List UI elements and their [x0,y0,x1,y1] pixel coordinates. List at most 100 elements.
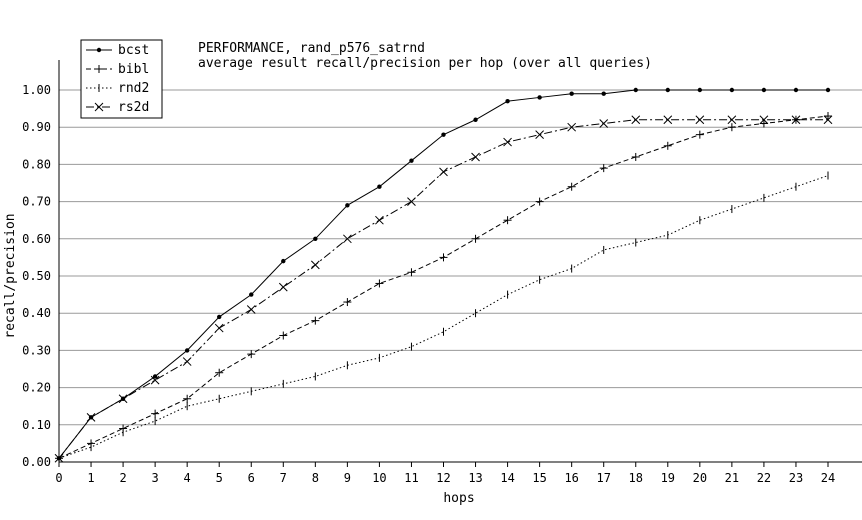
marker-dot [633,87,638,93]
x-tick-label: 18 [629,471,643,485]
legend-swatch-marker [94,102,104,112]
data-point-bibl [631,152,640,161]
marker-dot [665,87,670,93]
data-point-rs2d [439,167,448,177]
data-point-bcst [377,184,382,189]
data-point-bibl [727,123,736,132]
legend: bcst bibl rnd2 rs2d [80,39,163,119]
marker-dot [729,87,735,93]
x-axis-label: hops [443,491,474,506]
chart-subtitle: average result recall/precision per hop … [198,56,652,71]
data-point-bibl [503,216,512,225]
marker-cross-b [94,102,104,112]
marker-cross-b [86,413,96,422]
marker-cross-b [54,453,64,463]
series-layer [54,87,833,463]
data-point-bcst [281,258,286,264]
data-point-bibl [279,331,288,340]
x-tick-label: 0 [55,471,62,485]
x-tick-label: 16 [564,471,578,485]
series-line-rnd2 [58,175,829,459]
data-point-rs2d [599,119,609,128]
data-point-bcst [217,314,222,320]
x-tick-label: 15 [532,471,546,485]
data-point-bcst [441,132,446,137]
data-point-bcst [569,91,574,96]
y-tick-label: 0.70 [22,195,51,209]
data-point-bibl [471,234,480,243]
y-tick-label: 1.00 [22,83,51,97]
series-bcst [56,87,831,461]
data-point-bcst [601,91,606,96]
x-tick-label: 17 [596,471,610,485]
data-point-bcst [505,98,510,104]
marker-dot [184,348,190,353]
y-axis-label: recall/precision [3,213,18,338]
series-rs2d [54,115,833,463]
y-tick-label: 0.30 [22,343,51,357]
marker-dot [345,203,350,208]
x-tick-label: 11 [404,471,418,485]
data-point-rs2d [246,305,256,314]
x-tick-label: 9 [344,471,351,485]
x-tick-label: 23 [789,471,803,485]
x-tick-label: 8 [312,471,319,485]
data-point-bcst [761,87,767,93]
data-point-rs2d [759,115,769,125]
data-point-bcst [633,87,638,93]
y-tick-label: 0.10 [22,418,51,432]
legend-item-bibl: bibl [86,62,149,77]
marker-cross-b [759,115,769,125]
data-point-bibl [663,141,672,150]
x-tick-label: 14 [500,471,514,485]
marker-dot [441,132,446,137]
y-tick-label: 0.50 [22,269,51,283]
data-point-bibl [439,253,448,262]
y-tick-label: 0.90 [22,120,51,134]
marker-cross-b [375,215,384,225]
data-point-bibl [183,394,192,403]
marker-cross-b [567,122,577,132]
marker-dot [96,47,102,53]
data-point-bcst [825,87,831,93]
x-tick-label: 5 [216,471,223,485]
legend-label: rnd2 [118,81,149,96]
data-point-rs2d [631,115,641,125]
data-point-bibl [311,316,320,325]
y-tick-label: 0.20 [22,381,51,395]
data-point-bcst [793,87,799,93]
chart-title: PERFORMANCE, rand_p576_satrnd [198,41,425,56]
data-point-rs2d [535,130,544,139]
marker-cross-b [599,119,609,128]
data-point-rs2d [791,115,801,125]
data-point-rs2d [471,152,480,162]
marker-dot [249,292,254,297]
x-tick-label: 22 [757,471,771,485]
marker-cross-b [214,323,224,333]
data-point-rs2d [310,260,320,270]
marker-cross-b [535,130,544,139]
data-point-bibl [759,119,768,128]
marker-cross-b [727,115,737,125]
x-tick-label: 4 [184,471,191,485]
marker-cross-b [791,115,801,125]
data-point-bcst [152,374,158,379]
data-point-rs2d [567,122,577,132]
data-point-bcst [537,95,542,100]
marker-cross-b [407,197,416,206]
data-point-bcst [665,87,670,93]
data-point-rs2d [86,413,96,422]
marker-cross-b [663,115,673,125]
marker-cross-b [471,152,480,162]
x-tick-label: 7 [280,471,287,485]
y-tick-label: 0.60 [22,232,51,246]
marker-cross-b [343,234,352,244]
marker-cross-b [118,394,128,404]
data-point-bcst [729,87,735,93]
marker-cross-b [246,305,256,314]
data-point-rs2d [375,215,384,225]
data-point-rs2d [663,115,673,125]
legend-item-rnd2: rnd2 [86,81,149,96]
data-point-bibl [695,130,704,139]
data-point-bibl [824,112,832,121]
